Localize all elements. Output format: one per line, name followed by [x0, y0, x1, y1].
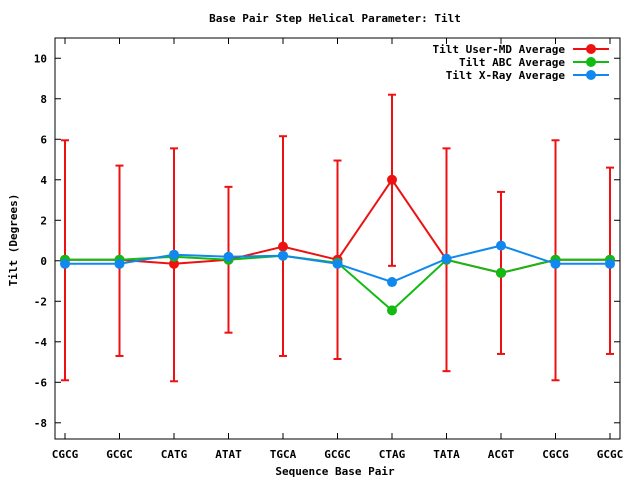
- x-tick-label: CTAG: [379, 448, 406, 461]
- y-tick-label: -6: [34, 376, 48, 389]
- data-point-series-3: [387, 277, 397, 288]
- x-tick-label: TATA: [433, 448, 460, 461]
- error-bars: [61, 93, 614, 383]
- x-tick-label: ACGT: [488, 448, 515, 461]
- x-tick-label: GCGC: [597, 448, 624, 461]
- data-point-series-3: [441, 253, 452, 264]
- y-tick-label: -4: [34, 336, 48, 349]
- data-point-series-3: [550, 258, 561, 269]
- plot-axes: -8 -6 -4 -2 0 2 4 6 8 10 CGCG GCGC CATG ATAT TGCA GCGC C…: [34, 37, 624, 461]
- legend-marker-1: [586, 44, 596, 54]
- y-tick-label: -8: [34, 417, 47, 430]
- legend-label-2: Tilt ABC Average: [459, 56, 565, 69]
- series-points: [60, 174, 615, 316]
- x-tick-label: CATG: [161, 448, 188, 461]
- x-tick-label: CGCG: [52, 448, 79, 461]
- legend-label-3: Tilt X-Ray Average: [446, 69, 566, 82]
- y-axis-label: Tilt (Degrees): [7, 194, 20, 287]
- data-point-series-3: [332, 258, 343, 269]
- legend-label-1: Tilt User-MD Average: [433, 43, 566, 56]
- data-point-series-2: [387, 305, 397, 316]
- y-tick-label: 4: [40, 174, 47, 187]
- x-tick-label: ATAT: [215, 448, 242, 461]
- data-point-series-1: [387, 174, 397, 185]
- data-point-series-2: [496, 267, 506, 278]
- y-tick-label: 6: [40, 133, 47, 146]
- y-tick-label: 0: [40, 255, 47, 268]
- data-point-series-3: [60, 258, 70, 269]
- y-tick-label: 10: [34, 52, 47, 65]
- data-point-series-3: [223, 251, 234, 262]
- data-point-series-3: [114, 258, 125, 269]
- x-tick-label: GCGC: [324, 448, 351, 461]
- y-tick-label: 2: [40, 214, 47, 227]
- legend-marker-3: [586, 70, 596, 80]
- data-point-series-1: [278, 241, 288, 252]
- chart-title: Base Pair Step Helical Parameter: Tilt: [209, 12, 461, 25]
- x-tick-label: CGCG: [542, 448, 569, 461]
- legend-marker-2: [586, 57, 596, 67]
- data-point-series-3: [496, 240, 506, 251]
- y-tick-label: -2: [34, 295, 47, 308]
- y-tick-label: 8: [40, 93, 47, 106]
- x-tick-label: TGCA: [270, 448, 297, 461]
- x-tick-label: GCGC: [106, 448, 133, 461]
- data-point-series-3: [278, 250, 288, 261]
- data-point-series-3: [605, 258, 615, 269]
- x-axis-label: Sequence Base Pair: [275, 465, 395, 478]
- data-point-series-1: [169, 258, 179, 269]
- data-point-series-3: [169, 249, 179, 260]
